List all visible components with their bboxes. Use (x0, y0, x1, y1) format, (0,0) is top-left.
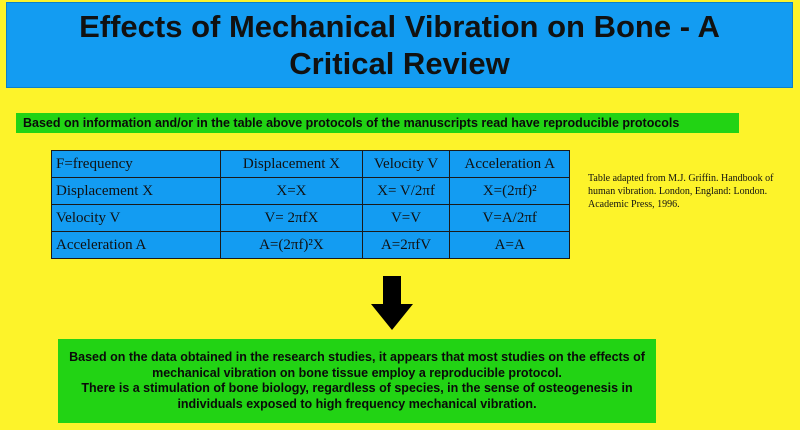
table-cell: Displacement X (220, 150, 363, 178)
table-cell: X=X (220, 177, 363, 205)
table-cell: Acceleration A (50, 231, 222, 259)
table-cell: F=frequency (50, 150, 222, 178)
table-row: F=frequency Displacement X Velocity V Ac… (50, 150, 570, 178)
table-cell: A=2πfV (361, 231, 451, 259)
conclusion-paragraph: Based on the data obtained in the resear… (69, 350, 645, 380)
table-cell: A=(2πf)²X (220, 231, 363, 259)
table-cell: V= 2πfX (220, 204, 363, 232)
table-cell: A=A (449, 231, 570, 259)
down-arrow-icon (371, 276, 413, 330)
vibration-conversion-table: F=frequency Displacement X Velocity V Ac… (50, 150, 570, 259)
table-cell: V=A/2πf (449, 204, 570, 232)
table-cell: X= V/2πf (361, 177, 451, 205)
table-row: Velocity V V= 2πfX V=V V=A/2πf (50, 204, 570, 232)
table-cell: Velocity V (50, 204, 222, 232)
table-cell: X=(2πf)² (449, 177, 570, 205)
title-box: Effects of Mechanical Vibration on Bone … (6, 2, 793, 88)
table-cell: V=V (361, 204, 451, 232)
conclusion-paragraph: There is a stimulation of bone biology, … (81, 381, 633, 411)
page-title: Effects of Mechanical Vibration on Bone … (79, 9, 720, 81)
conclusion-box: Based on the data obtained in the resear… (58, 339, 656, 423)
table-cell: Displacement X (50, 177, 222, 205)
table-citation: Table adapted from M.J. Griffin. Handboo… (588, 173, 774, 210)
table-row: Displacement X X=X X= V/2πf X=(2πf)² (50, 177, 570, 205)
table-row: Acceleration A A=(2πf)²X A=2πfV A=A (50, 231, 570, 259)
table-cell: Acceleration A (449, 150, 570, 178)
table-cell: Velocity V (361, 150, 451, 178)
reproducibility-banner: Based on information and/or in the table… (16, 113, 739, 133)
